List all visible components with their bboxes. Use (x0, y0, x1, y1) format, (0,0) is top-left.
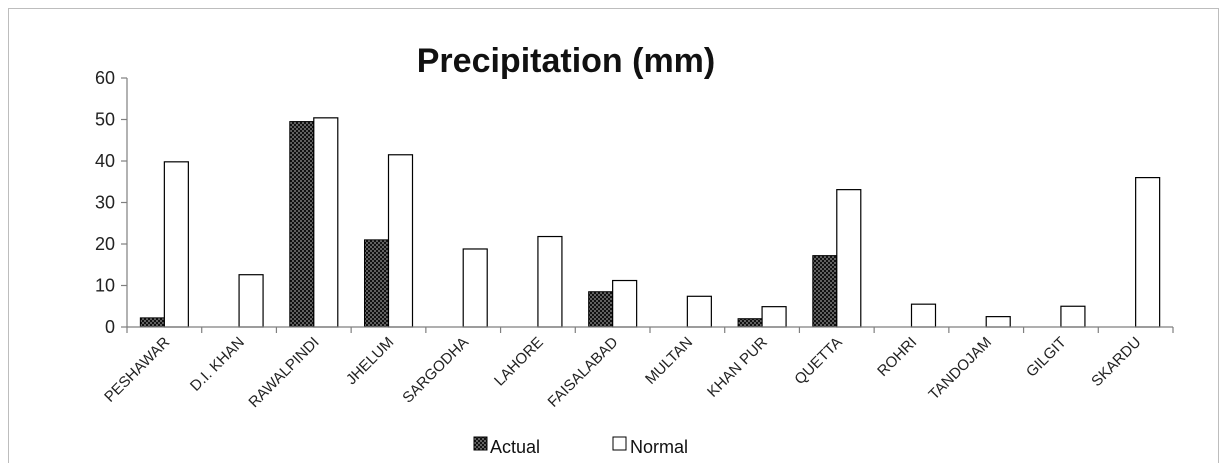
bar-normal (163, 161, 189, 328)
bar-actual (289, 121, 315, 328)
x-tick-label: FAISALABAD (545, 334, 622, 411)
bar-actual (812, 255, 838, 328)
bar-normal (836, 189, 862, 328)
x-tick-label: LAHORE (491, 334, 547, 390)
legend-label-actual: Actual (490, 437, 540, 457)
x-tick-label: KHAN PUR (704, 334, 771, 401)
bar-normal (761, 306, 787, 328)
legend: Actual Normal (473, 436, 688, 457)
bar-normal (612, 279, 638, 328)
bar-actual (737, 318, 763, 328)
bar-normal (1135, 177, 1161, 328)
x-tick-label: PESHAWAR (101, 334, 173, 406)
y-tick-label: 10 (95, 276, 115, 296)
bar-normal (686, 295, 712, 328)
x-tick-label: SKARDU (1088, 334, 1144, 390)
bar-actual (364, 239, 389, 328)
y-tick-label: 0 (105, 317, 115, 337)
chart-title: Precipitation (mm) (417, 42, 715, 80)
bar-normal (462, 248, 488, 328)
bar-normal (238, 274, 264, 328)
x-tick-label: ROHRI (874, 334, 920, 380)
bar-actual (588, 291, 614, 328)
x-tick-label: TANDOJAM (925, 334, 995, 404)
bar-normal (1060, 305, 1086, 328)
legend-swatch-actual (473, 436, 488, 451)
x-tick-label: GILGIT (1023, 334, 1070, 381)
legend-swatch-normal (612, 436, 627, 451)
x-tick-label: D.I. KHAN (187, 334, 248, 395)
bars (139, 117, 1161, 328)
y-tick-label: 30 (95, 193, 115, 213)
y-tick-label: 50 (95, 110, 115, 130)
x-tick-label: MULTAN (642, 334, 696, 388)
bar-normal (985, 316, 1011, 328)
x-tick-label: SARGODHA (399, 334, 472, 407)
y-tick-label: 20 (95, 234, 115, 254)
bar-actual (139, 317, 165, 328)
bar-normal (537, 235, 563, 328)
y-axis: 0 10 20 30 40 50 60 (95, 68, 128, 337)
bar-normal (313, 117, 339, 328)
x-tick-label: JHELUM (343, 334, 397, 388)
bar-normal (910, 303, 937, 328)
legend-label-normal: Normal (630, 437, 688, 457)
x-tick-label: RAWALPINDI (245, 334, 322, 411)
y-tick-label: 40 (95, 151, 115, 171)
x-tick-label: QUETTA (791, 334, 845, 388)
chart-frame (8, 8, 1219, 463)
bar-normal (387, 154, 414, 328)
y-tick-label: 60 (95, 68, 115, 88)
